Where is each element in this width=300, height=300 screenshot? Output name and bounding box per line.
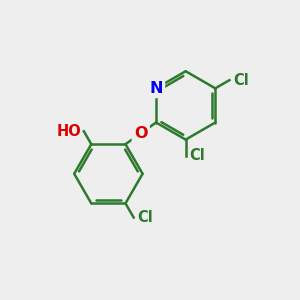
Text: O: O	[134, 126, 148, 141]
Text: HO: HO	[57, 124, 82, 139]
Text: Cl: Cl	[189, 148, 205, 164]
Text: Cl: Cl	[137, 210, 153, 225]
Text: Cl: Cl	[233, 73, 249, 88]
Text: N: N	[149, 81, 163, 96]
